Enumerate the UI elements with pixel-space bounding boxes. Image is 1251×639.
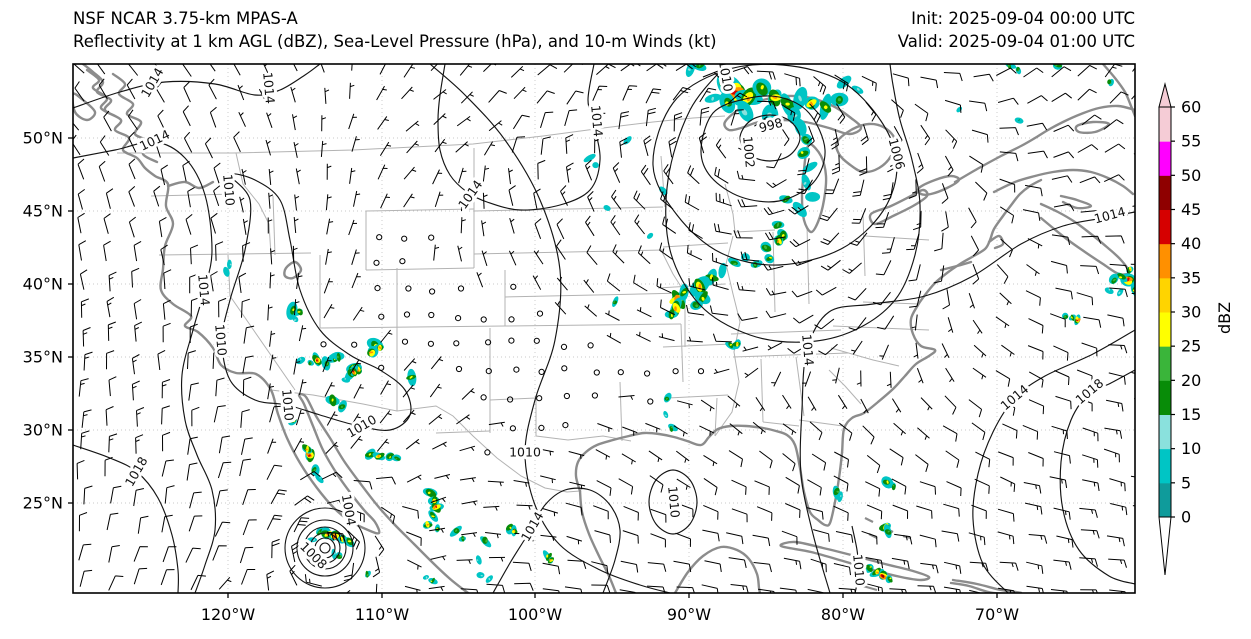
contour-label: 1010: [509, 445, 541, 460]
contour-label: 1006: [886, 136, 909, 171]
longitude-tick-label: 80°W: [821, 605, 865, 624]
contour-label: 1010: [665, 485, 683, 518]
longitude-tick-label: 120°W: [201, 605, 256, 624]
valid-time: Valid: 2025-09-04 01:00 UTC: [897, 32, 1135, 51]
reflectivity-layer: [223, 64, 1135, 585]
contour-label: 1018: [122, 454, 151, 489]
contour-label: 998: [757, 115, 784, 136]
contour-label: 1014: [137, 127, 172, 154]
colorbar: 0 5 10 15 20 25 30 35 40 45 50 55 60 dBZ: [1158, 82, 1234, 576]
contour-label: 1014: [1092, 204, 1127, 227]
colorbar-tick-label: 20: [1181, 371, 1201, 390]
state-borders-layer: [117, 115, 930, 493]
init-time: Init: 2025-09-04 00:00 UTC: [911, 9, 1135, 28]
contour-label: 1014: [195, 273, 213, 306]
contour-label: 1010: [850, 553, 868, 586]
contour-label: 1002: [740, 135, 758, 168]
latitude-tick-label: 25°N: [23, 494, 63, 513]
wind-barbs-layer: [73, 64, 1135, 593]
figure-header-right: Init: 2025-09-04 00:00 UTC Valid: 2025-0…: [898, 7, 1135, 53]
colorbar-tick-label: 40: [1181, 234, 1201, 253]
longitude-tick-label: 90°W: [667, 605, 711, 624]
fields-subtitle: Reflectivity at 1 km AGL (dBZ), Sea-Leve…: [73, 32, 717, 51]
colorbar-tick-label: 0: [1181, 508, 1191, 527]
colorbar-axis-title: dBZ: [1215, 302, 1234, 334]
colorbar-tick-label: 35: [1181, 268, 1201, 287]
colorbar-tick-label: 55: [1181, 132, 1201, 151]
contour-label: 1014: [455, 177, 486, 212]
colorbar-tick-label: 25: [1181, 337, 1201, 356]
colorbar-over-arrow: [1158, 82, 1172, 108]
longitude-tick-label: 100°W: [508, 605, 563, 624]
colorbar-tick-label: 5: [1181, 473, 1191, 492]
map-border: [72, 63, 1136, 594]
longitude-tick-label: 110°W: [355, 605, 410, 624]
colorbar-tick-label: 15: [1181, 405, 1201, 424]
pressure-contours-layer: [73, 64, 1135, 593]
contour-label: 1014: [588, 104, 606, 137]
contour-label: 1010: [279, 388, 297, 421]
contour-label: 1010: [220, 173, 238, 206]
contour-label: 1014: [260, 71, 278, 104]
contour-label: 1004: [339, 493, 359, 527]
colorbar-tick-label: 50: [1181, 166, 1201, 185]
contour-label: 1014: [799, 333, 817, 366]
model-title: NSF NCAR 3.75-km MPAS-A: [73, 9, 298, 28]
axes-layer: 50°N 45°N 40°N 35°N 30°N 25°N 120°W 110°W 100°W 9…: [23, 129, 1020, 625]
latitude-tick-label: 30°N: [23, 421, 63, 440]
figure-header-left: NSF NCAR 3.75-km MPAS-A Reflectivity at …: [73, 7, 717, 53]
contour-label: 1014: [518, 509, 547, 544]
coastline-layer: [73, 64, 1135, 593]
colorbar-tick-label: 30: [1181, 303, 1201, 322]
contour-label: 1010: [212, 323, 230, 356]
longitude-tick-label: 70°W: [975, 605, 1019, 624]
graticule-layer: [73, 64, 1135, 593]
colorbar-under-arrow: [1158, 516, 1172, 576]
latitude-tick-label: 35°N: [23, 348, 63, 367]
latitude-tick-label: 45°N: [23, 202, 63, 221]
latitude-tick-label: 50°N: [23, 129, 63, 148]
latitude-tick-label: 40°N: [23, 275, 63, 294]
colorbar-tick-label: 60: [1181, 98, 1201, 117]
contour-label: 1008: [297, 539, 330, 572]
colorbar-tick-label: 10: [1181, 439, 1201, 458]
contour-label: 1010: [344, 412, 379, 441]
colorbar-tick-label: 45: [1181, 200, 1201, 219]
